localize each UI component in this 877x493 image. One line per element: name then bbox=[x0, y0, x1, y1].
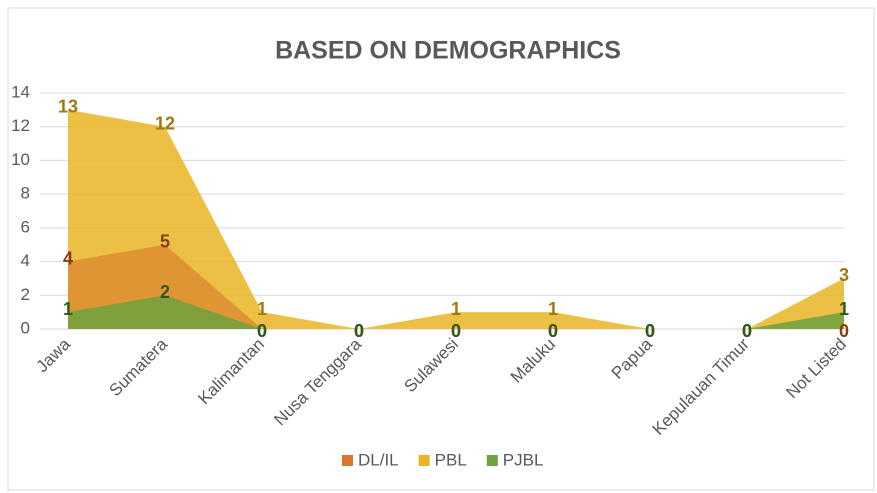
y-tick-label: 0 bbox=[21, 318, 30, 337]
data-label: 0 bbox=[548, 321, 558, 341]
data-label: 0 bbox=[354, 321, 364, 341]
data-label: 5 bbox=[160, 231, 170, 251]
data-label: 0 bbox=[645, 321, 655, 341]
legend-label: PJBL bbox=[503, 450, 544, 469]
data-label: 2 bbox=[160, 282, 170, 302]
y-tick-label: 10 bbox=[11, 150, 30, 169]
y-tick-label: 6 bbox=[21, 217, 30, 236]
y-tick-label: 8 bbox=[21, 184, 30, 203]
data-label: 1 bbox=[548, 299, 558, 319]
data-label: 0 bbox=[742, 321, 752, 341]
y-tick-label: 4 bbox=[21, 251, 30, 270]
data-label: 0 bbox=[257, 321, 267, 341]
y-tick-label: 12 bbox=[11, 116, 30, 135]
data-label: 0 bbox=[742, 321, 752, 341]
data-label: 0 bbox=[354, 321, 364, 341]
data-label: 0 bbox=[548, 321, 558, 341]
legend-swatch bbox=[486, 455, 498, 466]
data-label: 0 bbox=[257, 321, 267, 341]
data-label: 1 bbox=[63, 299, 73, 319]
data-label: 0 bbox=[742, 321, 752, 341]
data-label: 1 bbox=[451, 299, 461, 319]
legend-swatch bbox=[342, 455, 353, 466]
data-label: 0 bbox=[451, 321, 461, 341]
data-label: 3 bbox=[839, 265, 849, 285]
area bbox=[68, 295, 844, 329]
legend-label: PBL bbox=[435, 450, 467, 469]
data-label: 13 bbox=[58, 97, 78, 117]
data-label: 0 bbox=[645, 321, 655, 341]
data-label: 4 bbox=[63, 248, 73, 268]
y-tick-label: 2 bbox=[21, 285, 30, 304]
data-label: 1 bbox=[839, 299, 849, 319]
data-label: 0 bbox=[451, 321, 461, 341]
chart-title: BASED ON DEMOGRAPHICS bbox=[275, 37, 621, 65]
legend-swatch bbox=[418, 455, 430, 466]
data-label: 12 bbox=[155, 113, 175, 133]
data-label: 0 bbox=[354, 321, 364, 341]
data-label: 0 bbox=[839, 321, 849, 341]
y-tick-label: 14 bbox=[11, 82, 30, 101]
legend-label: DL/IL bbox=[358, 450, 399, 469]
data-label: 0 bbox=[645, 321, 655, 341]
data-label: 1 bbox=[257, 299, 267, 319]
